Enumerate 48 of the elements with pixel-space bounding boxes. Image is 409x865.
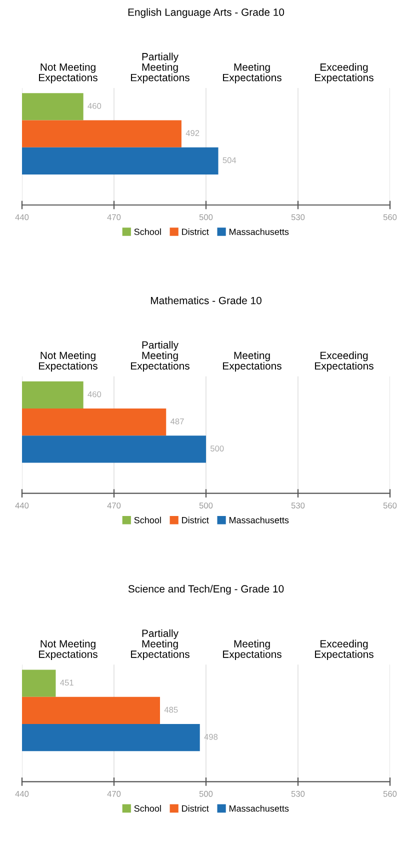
chart-title: Science and Tech/Eng - Grade 10 xyxy=(128,584,284,595)
x-tick-label: 470 xyxy=(107,790,121,797)
text: Not Meeting Expectations xyxy=(39,63,98,84)
x-tick-label: 560 xyxy=(383,214,397,220)
text: Exceeding Expectations xyxy=(315,640,374,660)
text: Not Meeting Expectations xyxy=(39,351,98,372)
data-label: 460 xyxy=(88,391,102,398)
x-tick-label: 470 xyxy=(107,214,121,220)
x-tick-label: 500 xyxy=(199,214,213,220)
legend-label: District xyxy=(182,805,209,812)
legend-label: School xyxy=(134,805,161,812)
x-tick-label: 470 xyxy=(107,502,121,508)
legend-label: Massachusetts xyxy=(230,228,289,236)
x-tick-label: 440 xyxy=(15,790,29,797)
legend-label: School xyxy=(134,228,161,236)
x-tick-label: 440 xyxy=(15,214,29,220)
data-label: 485 xyxy=(164,706,178,713)
x-tick-label: 560 xyxy=(383,790,397,797)
chart-title: English Language Arts - Grade 10 xyxy=(128,8,284,18)
text: Meeting Expectations xyxy=(223,640,282,660)
text: Partially Meeting Expectations xyxy=(131,341,190,372)
text: Partially Meeting Expectations xyxy=(131,629,190,660)
legend-label: Massachusetts xyxy=(230,805,289,812)
text: Meeting Expectations xyxy=(223,63,282,84)
legend-label: District xyxy=(182,516,209,524)
chart-title: Mathematics - Grade 10 xyxy=(150,296,262,304)
data-label: 492 xyxy=(186,130,200,136)
x-tick-label: 530 xyxy=(291,214,305,220)
legend-label: Massachusetts xyxy=(230,516,289,524)
legend-label: School xyxy=(134,516,161,524)
text: Partially Meeting Expectations xyxy=(131,52,190,84)
x-tick-label: 530 xyxy=(291,502,305,508)
text: Exceeding Expectations xyxy=(315,351,374,372)
x-tick-label: 500 xyxy=(199,790,213,797)
data-label: 451 xyxy=(60,680,74,686)
text: Not Meeting Expectations xyxy=(39,640,98,660)
data-label: 460 xyxy=(88,102,102,109)
text: Meeting Expectations xyxy=(223,351,282,372)
data-label: 504 xyxy=(222,157,236,164)
x-tick-label: 440 xyxy=(15,502,29,508)
x-tick-label: 500 xyxy=(199,502,213,508)
x-tick-label: 530 xyxy=(291,790,305,797)
data-label: 498 xyxy=(204,734,218,740)
text: Exceeding Expectations xyxy=(315,63,374,84)
data-label: 487 xyxy=(170,418,184,424)
legend-label: District xyxy=(182,228,209,236)
data-label: 500 xyxy=(210,446,224,452)
x-tick-label: 560 xyxy=(383,502,397,508)
